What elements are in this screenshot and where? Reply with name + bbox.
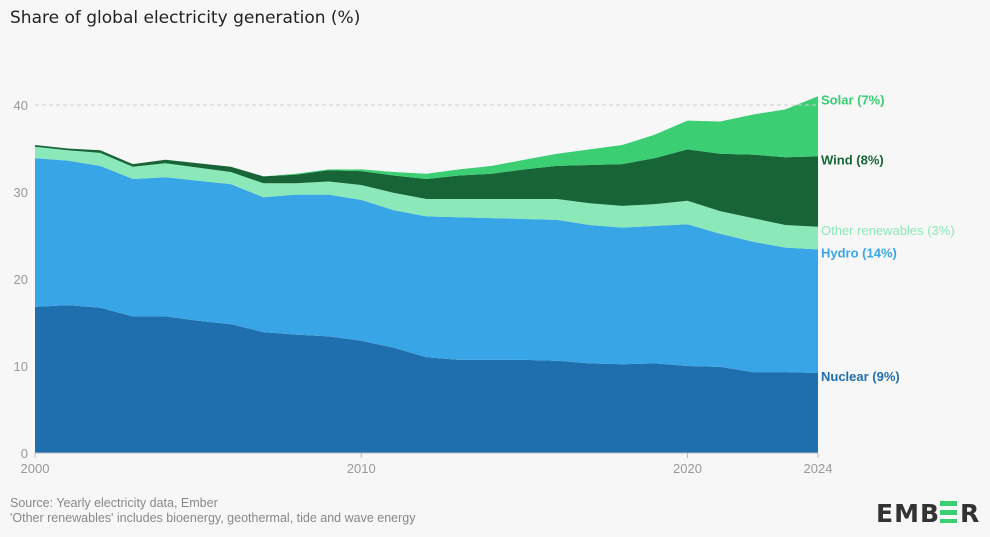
stacked-area-chart: 0 10 20 30 40 2000 2010 2020 2024 Nuclear (9%) Hyd… — [14, 92, 955, 476]
series-label-nuclear: Nuclear (9%) — [821, 369, 900, 384]
series-label-other-renewables: Other renewables (3%) — [821, 223, 955, 238]
chart-title: Share of global electricity generation (… — [10, 8, 361, 28]
series-label-solar: Solar (7%) — [821, 92, 885, 107]
series-label-wind: Wind (8%) — [821, 152, 884, 167]
y-tick-label: 10 — [14, 359, 28, 374]
x-tick-label: 2000 — [21, 461, 50, 476]
y-tick-label: 20 — [14, 272, 28, 287]
svg-text:EMB: EMB — [876, 499, 940, 524]
area-nuclear — [35, 305, 818, 453]
chart-footer: Source: Yearly electricity data, Ember '… — [10, 496, 415, 526]
area-wind — [35, 145, 818, 227]
ember-logo: EMB R — [876, 499, 979, 524]
area-solar — [35, 96, 818, 179]
y-tick-label: 0 — [21, 446, 28, 461]
area-hydro — [35, 158, 818, 373]
y-tick-label: 40 — [14, 98, 28, 113]
x-tick-label: 2020 — [673, 461, 702, 476]
area-other-renewables — [35, 146, 818, 250]
x-tick-label: 2024 — [804, 461, 833, 476]
series-label-hydro: Hydro (14%) — [821, 245, 897, 260]
x-tick-label: 2010 — [347, 461, 376, 476]
svg-text:R: R — [960, 499, 979, 524]
y-tick-label: 30 — [14, 185, 28, 200]
note-text: 'Other renewables' includes bioenergy, g… — [10, 511, 416, 525]
source-text: Source: Yearly electricity data, Ember — [10, 496, 218, 510]
